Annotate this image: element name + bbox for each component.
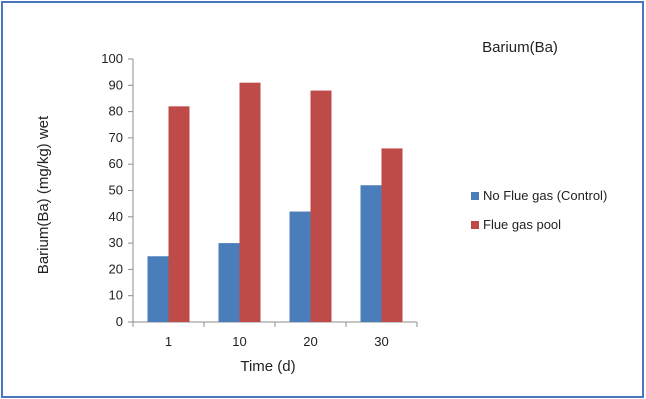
x-tick-label: 1 [165, 334, 172, 349]
bar-flue-gas-10 [239, 82, 261, 322]
bar-control-30 [360, 185, 382, 322]
legend-swatch [471, 221, 479, 229]
y-ticks: 0 10 20 30 40 50 60 70 80 90 100 [101, 51, 133, 329]
x-tick-label: 10 [232, 334, 246, 349]
y-tick-label: 10 [109, 288, 123, 303]
bar-control-10 [218, 243, 240, 322]
legend-label: Flue gas pool [483, 217, 561, 232]
legend-swatch [471, 192, 479, 200]
x-tick-label: 20 [303, 334, 317, 349]
bar-control-1 [147, 256, 169, 322]
y-tick-label: 70 [109, 130, 123, 145]
legend-label: No Flue gas (Control) [483, 188, 607, 203]
y-axis-title: Barium(Ba) (mg/kg) wet [35, 115, 52, 274]
bars [147, 82, 403, 322]
y-tick-label: 40 [109, 209, 123, 224]
x-tick-label: 30 [374, 334, 388, 349]
y-tick-label: 50 [109, 183, 123, 198]
y-tick-label: 90 [109, 77, 123, 92]
y-tick-label: 80 [109, 104, 123, 119]
y-tick-label: 100 [101, 51, 123, 66]
bar-control-20 [289, 211, 311, 322]
y-tick-label: 0 [116, 314, 123, 329]
chart-title: Barium(Ba) [482, 39, 558, 56]
y-tick-label: 20 [109, 261, 123, 276]
bar-flue-gas-30 [381, 148, 403, 322]
x-axis-title: Time (d) [240, 358, 295, 375]
x-ticks: 1 10 20 30 [132, 322, 418, 349]
bar-flue-gas-1 [168, 106, 190, 322]
y-tick-label: 60 [109, 156, 123, 171]
y-tick-label: 30 [109, 235, 123, 250]
legend: No Flue gas (Control) Flue gas pool [471, 188, 607, 232]
bar-flue-gas-20 [310, 90, 332, 322]
